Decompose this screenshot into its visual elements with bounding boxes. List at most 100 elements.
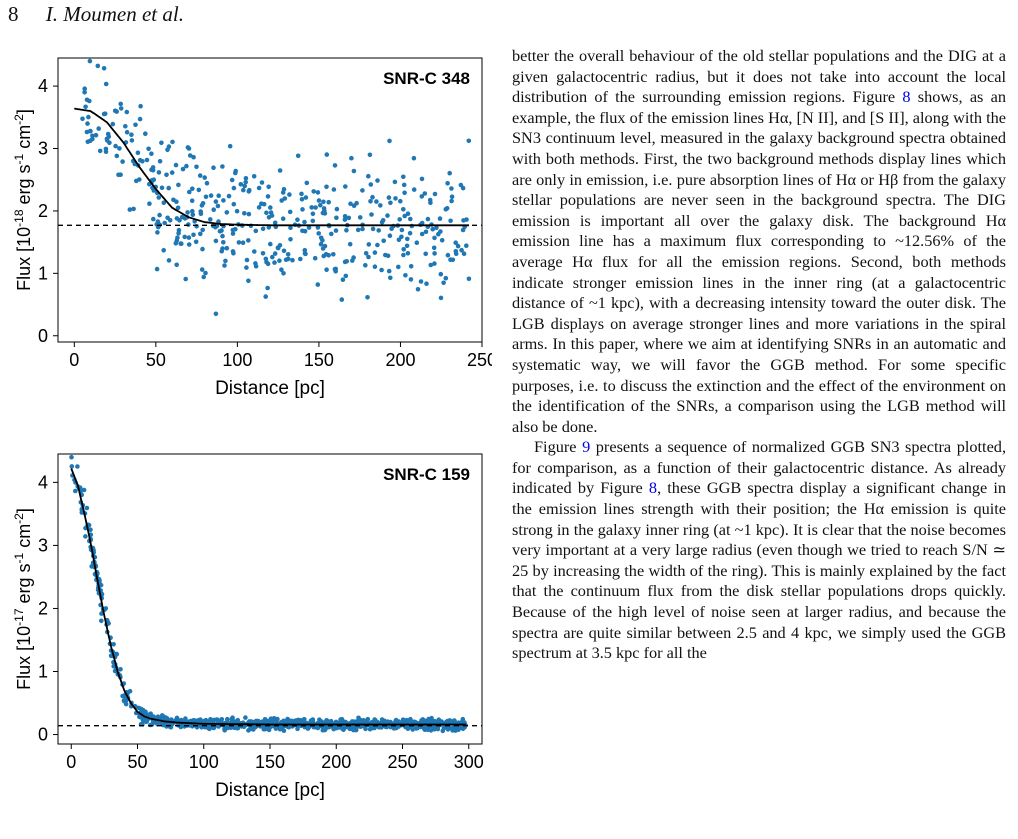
data-point	[101, 66, 107, 71]
data-point	[247, 187, 252, 193]
data-point	[281, 271, 286, 276]
data-point	[231, 185, 237, 191]
data-point	[375, 178, 380, 183]
figure-reference-link[interactable]: 8	[648, 478, 658, 498]
scatter-plot-snr-c-348: 0 50 100 150 200 250 0 1 2 3 4 SNR-C 348 Distance [p…	[0, 46, 492, 402]
data-point	[401, 182, 407, 188]
data-point	[169, 170, 175, 175]
data-point	[303, 195, 309, 200]
data-point	[432, 191, 438, 197]
data-point	[367, 152, 373, 158]
data-point	[253, 228, 259, 234]
data-point	[104, 138, 110, 143]
x-axis-label: Distance [pc]	[215, 780, 325, 801]
data-point	[398, 198, 403, 204]
data-point	[96, 126, 101, 131]
y-axis-label-part: cm	[14, 524, 34, 553]
data-point	[378, 203, 383, 208]
data-point	[419, 231, 425, 237]
data-point	[220, 164, 225, 169]
data-point	[339, 297, 345, 302]
data-point	[408, 264, 414, 269]
data-point	[370, 194, 375, 200]
data-point	[408, 277, 414, 282]
figure-reference-link[interactable]: 9	[582, 437, 591, 457]
data-point	[165, 147, 170, 153]
chart-title: SNR-C 348	[383, 69, 470, 88]
data-point	[85, 139, 91, 145]
data-point	[272, 220, 278, 226]
data-point	[438, 229, 443, 234]
data-point	[432, 235, 437, 241]
data-point	[264, 719, 270, 724]
y-tick-label: 3	[38, 139, 48, 159]
data-point	[299, 191, 304, 197]
data-point	[149, 151, 154, 156]
data-point	[435, 726, 441, 732]
data-point	[342, 214, 348, 219]
text-segment: shows, as an example, the flux of the em…	[512, 87, 1007, 436]
data-point	[425, 216, 431, 222]
y-axis-label-part: cm	[14, 125, 34, 154]
data-point	[408, 216, 413, 222]
x-tick-label: 0	[69, 350, 79, 370]
data-point	[386, 268, 392, 274]
data-point	[295, 153, 301, 159]
data-point	[366, 254, 371, 260]
data-point	[88, 128, 93, 134]
data-point	[360, 226, 365, 232]
data-point	[230, 227, 236, 233]
data-point	[82, 90, 87, 95]
y-axis-label-superscript: -2	[12, 513, 26, 524]
data-point	[156, 170, 162, 175]
data-point	[360, 188, 365, 193]
x-tick-label: 100	[189, 752, 219, 772]
data-point	[95, 63, 101, 69]
data-point	[392, 179, 398, 185]
data-point	[117, 146, 122, 151]
data-point	[402, 190, 407, 196]
y-axis-label-superscript: -18	[12, 209, 26, 227]
data-point	[221, 240, 226, 245]
data-point	[247, 726, 253, 732]
data-point	[106, 134, 112, 139]
data-point	[401, 174, 406, 180]
data-point	[281, 248, 287, 254]
data-point	[277, 258, 282, 263]
y-tick-label: 0	[38, 326, 48, 346]
data-point	[363, 726, 368, 732]
data-point	[199, 203, 205, 208]
data-point	[186, 242, 192, 247]
data-point	[85, 121, 90, 126]
data-point	[261, 201, 267, 207]
data-point	[240, 240, 246, 245]
data-point	[114, 153, 120, 159]
data-point	[401, 252, 406, 258]
data-point	[179, 214, 185, 220]
data-point	[434, 225, 439, 231]
data-point	[251, 174, 257, 179]
data-point	[414, 240, 420, 245]
data-point	[295, 726, 300, 732]
x-tick-label: 50	[146, 350, 166, 370]
data-point	[260, 251, 266, 256]
data-point	[324, 267, 329, 272]
data-point	[199, 267, 205, 272]
data-points	[80, 58, 472, 317]
data-point	[217, 229, 223, 234]
y-axis-label-part: erg s	[14, 164, 34, 209]
y-tick-label: 3	[38, 535, 48, 555]
data-point	[243, 179, 248, 185]
data-point	[334, 206, 340, 212]
data-point	[450, 257, 456, 263]
data-point	[189, 198, 195, 203]
data-point	[453, 251, 459, 256]
data-point	[385, 253, 391, 259]
data-point	[423, 251, 429, 257]
data-point	[310, 218, 316, 224]
figure-reference-link[interactable]: 8	[902, 87, 911, 107]
data-point	[287, 209, 293, 215]
data-point	[428, 728, 434, 733]
data-point	[231, 201, 237, 207]
data-point	[90, 133, 95, 139]
